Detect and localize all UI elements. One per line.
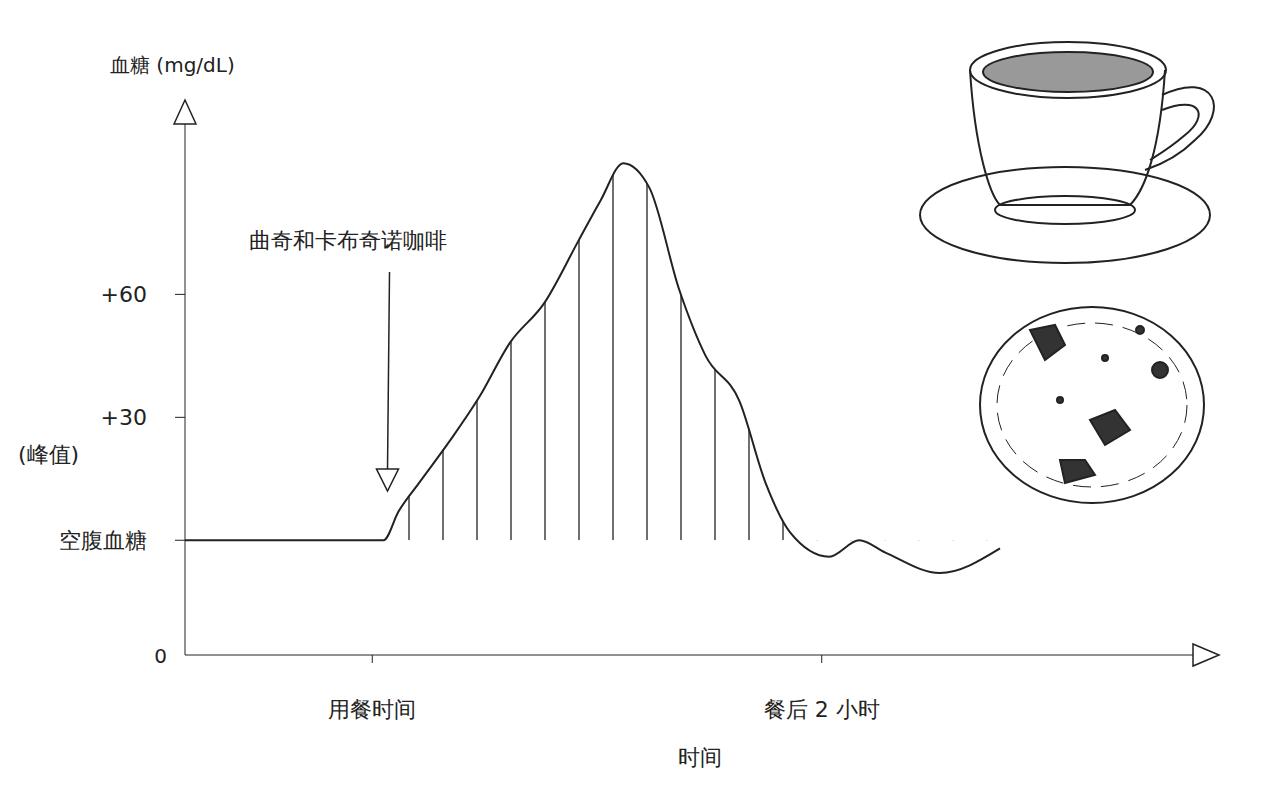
svg-text:血糖 (mg/dL): 血糖 (mg/dL)	[110, 53, 235, 77]
svg-text:0: 0	[154, 644, 167, 668]
svg-text:用餐时间: 用餐时间	[328, 697, 416, 722]
svg-text:时间: 时间	[678, 745, 722, 770]
svg-text:(峰值): (峰值)	[18, 442, 79, 467]
svg-text:+60: +60	[101, 282, 147, 307]
svg-text:曲奇和卡布奇诺咖啡: 曲奇和卡布奇诺咖啡	[249, 228, 447, 253]
svg-text:空腹血糖: 空腹血糖	[59, 528, 147, 553]
svg-text:餐后 2 小时: 餐后 2 小时	[764, 697, 880, 722]
svg-text:+30: +30	[101, 405, 147, 430]
